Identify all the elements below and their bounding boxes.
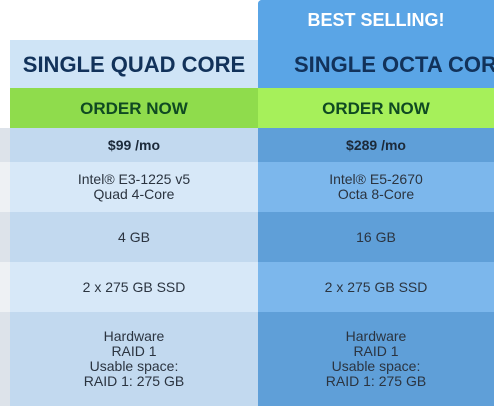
cpu-row: Intel® E5-2670 Octa 8-Core (258, 162, 494, 212)
plan-title: SINGLE QUAD CORE (22, 51, 246, 77)
plan-header: SINGLE OCTA CORE (258, 40, 494, 88)
storage-value: 2 x 275 GB SSD (82, 278, 186, 295)
price-row: $289 /mo (258, 128, 494, 162)
raid-line: Usable space: (331, 358, 421, 374)
raid-line: RAID 1: 275 GB (325, 373, 427, 389)
edge-row (0, 312, 10, 406)
storage-row: 2 x 275 GB SSD (258, 262, 494, 312)
order-now-button[interactable]: ORDER NOW (10, 88, 258, 128)
raid-row: Hardware RAID 1 Usable space: RAID 1: 27… (258, 312, 494, 406)
cpu-cores: Octa 8-Core (337, 186, 415, 202)
raid-line: RAID 1 (353, 343, 399, 359)
raid-line: Hardware (103, 328, 165, 344)
storage-value: 2 x 275 GB SSD (324, 278, 428, 295)
edge-row (0, 212, 10, 262)
plan-column-single-octa-core: BEST SELLING! SINGLE OCTA CORE ORDER NOW… (258, 0, 494, 406)
plan-title: SINGLE OCTA CORE (294, 51, 494, 77)
price-value: $99 /mo (107, 136, 161, 153)
price-row: $99 /mo (10, 128, 258, 162)
ram-row: 16 GB (258, 212, 494, 262)
raid-line: Usable space: (89, 358, 179, 374)
order-now-label: ORDER NOW (80, 98, 188, 118)
storage-row: 2 x 275 GB SSD (10, 262, 258, 312)
plan-header: SINGLE QUAD CORE (10, 40, 258, 88)
edge-row (0, 262, 10, 312)
cpu-model: Intel® E5-2670 (329, 171, 423, 187)
raid-line: RAID 1: 275 GB (83, 373, 185, 389)
order-now-button[interactable]: ORDER NOW (258, 88, 494, 128)
raid-line: RAID 1 (111, 343, 157, 359)
ram-value: 4 GB (118, 228, 150, 245)
raid-row: Hardware RAID 1 Usable space: RAID 1: 27… (10, 312, 258, 406)
plan-column-single-quad-core: SINGLE QUAD CORE ORDER NOW $99 /mo Intel… (10, 40, 258, 406)
cpu-row: Intel® E3-1225 v5 Quad 4-Core (10, 162, 258, 212)
cpu-cores: Quad 4-Core (93, 186, 175, 202)
best-selling-label: BEST SELLING! (307, 9, 445, 30)
ram-value: 16 GB (356, 228, 396, 245)
ram-row: 4 GB (10, 212, 258, 262)
edge-row (0, 162, 10, 212)
price-value: $289 /mo (346, 136, 406, 153)
order-now-label: ORDER NOW (322, 98, 430, 118)
best-selling-badge: BEST SELLING! (258, 0, 494, 40)
cpu-model: Intel® E3-1225 v5 (77, 171, 191, 187)
raid-line: Hardware (345, 328, 407, 344)
edge-row (0, 128, 10, 162)
